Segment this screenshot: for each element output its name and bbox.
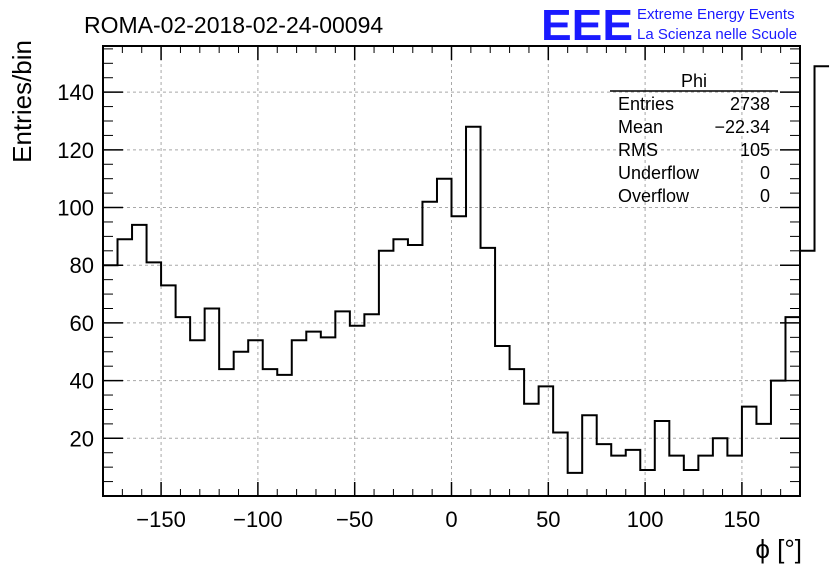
histogram-bin: [248, 340, 263, 496]
histogram-bin: [626, 450, 641, 496]
histogram-bin: [510, 369, 525, 496]
histogram-bin: [640, 470, 655, 496]
axis-ticks: −150 −100 −50 0 50 100 150 20 40 60 80 100 120 140: [57, 46, 800, 532]
stats-row-value: 105: [740, 140, 770, 160]
histogram-bin: [364, 314, 379, 496]
x-tick-label: −150: [136, 507, 186, 532]
histogram-bin: [176, 317, 191, 496]
histogram-bin: [422, 202, 437, 496]
y-tick-label: 20: [70, 426, 94, 451]
x-tick-label: −100: [233, 507, 283, 532]
y-tick-label: 100: [57, 196, 94, 221]
eee-logo: EEE Extreme Energy Events La Scienza nel…: [541, 1, 797, 50]
stats-row-value: −22.34: [714, 117, 770, 137]
histogram-bin: [350, 326, 365, 496]
histogram-bin: [669, 456, 684, 496]
histogram-bin: [452, 216, 467, 496]
histogram-bin: [582, 415, 597, 496]
histogram-bin: [379, 251, 394, 496]
stats-title: Phi: [681, 71, 707, 91]
x-tick-label: −50: [336, 507, 373, 532]
chart-title: ROMA-02-2018-02-24-00094: [84, 12, 383, 38]
histogram-bin: [698, 456, 713, 496]
histogram-bin: [437, 179, 452, 496]
histogram-bin: [539, 386, 554, 496]
y-tick-label: 80: [70, 253, 94, 278]
histogram-bin: [147, 262, 162, 496]
histogram-bin: [205, 309, 220, 497]
grid-lines: [103, 46, 800, 496]
y-tick-label: 60: [70, 311, 94, 336]
histogram-bin: [277, 375, 292, 496]
histogram-bin: [495, 346, 510, 496]
histogram-bin: [655, 421, 670, 496]
histogram-bin: [263, 369, 278, 496]
histogram-bin: [524, 404, 539, 496]
histogram-bin: [713, 438, 728, 496]
histogram-bin: [481, 248, 496, 496]
histogram-bin: [466, 127, 481, 496]
stats-row-label: Entries: [618, 94, 674, 114]
histogram-bin: [190, 340, 205, 496]
stats-row-label: Mean: [618, 117, 663, 137]
histogram-bin: [756, 424, 771, 496]
x-tick-label: 100: [627, 507, 664, 532]
histogram-bin: [815, 66, 830, 496]
histogram-bin: [161, 285, 176, 496]
stats-row-value: 0: [760, 186, 770, 206]
logo-line-1: Extreme Energy Events: [637, 6, 795, 23]
stats-row-label: Overflow: [618, 186, 690, 206]
stats-rows: Entries 2738 Mean −22.34 RMS 105 Underflow 0 Ove…: [618, 94, 770, 206]
y-tick-label: 40: [70, 369, 94, 394]
histogram-outline: [103, 65, 830, 474]
logo-line-2: La Scienza nelle Scuole: [637, 26, 797, 43]
stats-box: Phi Entries 2738 Mean −22.34 RMS 105 Underflow…: [610, 71, 778, 206]
histogram-bin: [785, 317, 800, 496]
stats-row-label: RMS: [618, 140, 658, 160]
histogram-bin: [408, 245, 423, 496]
x-axis-label: ϕ [°]: [755, 534, 802, 564]
y-tick-label: 120: [57, 138, 94, 163]
histogram-bars: [103, 65, 830, 497]
logo-mark: EEE: [541, 1, 633, 50]
histogram-bin: [234, 352, 249, 496]
histogram-bin: [611, 456, 626, 496]
x-tick-label: 0: [445, 507, 457, 532]
stats-row-value: 0: [760, 163, 770, 183]
x-tick-label: 50: [536, 507, 560, 532]
histogram-bin: [118, 239, 133, 496]
histogram-bin: [553, 433, 568, 496]
histogram-bin: [335, 311, 350, 496]
y-tick-label: 140: [57, 80, 94, 105]
histogram-bin: [597, 444, 612, 496]
histogram-bin: [306, 332, 321, 496]
histogram-bin: [219, 369, 234, 496]
histogram-bin: [292, 340, 307, 496]
stats-row-label: Underflow: [618, 163, 700, 183]
histogram-bin: [742, 407, 757, 496]
histogram-bin: [393, 239, 408, 496]
histogram-bin: [727, 456, 742, 496]
y-axis-label: Entries/bin: [7, 40, 37, 163]
stats-row-value: 2738: [730, 94, 770, 114]
x-tick-label: 150: [724, 507, 761, 532]
histogram-bin: [800, 251, 815, 496]
histogram-bin: [568, 473, 583, 496]
histogram-bin: [321, 337, 336, 496]
histogram-bin: [684, 470, 699, 496]
